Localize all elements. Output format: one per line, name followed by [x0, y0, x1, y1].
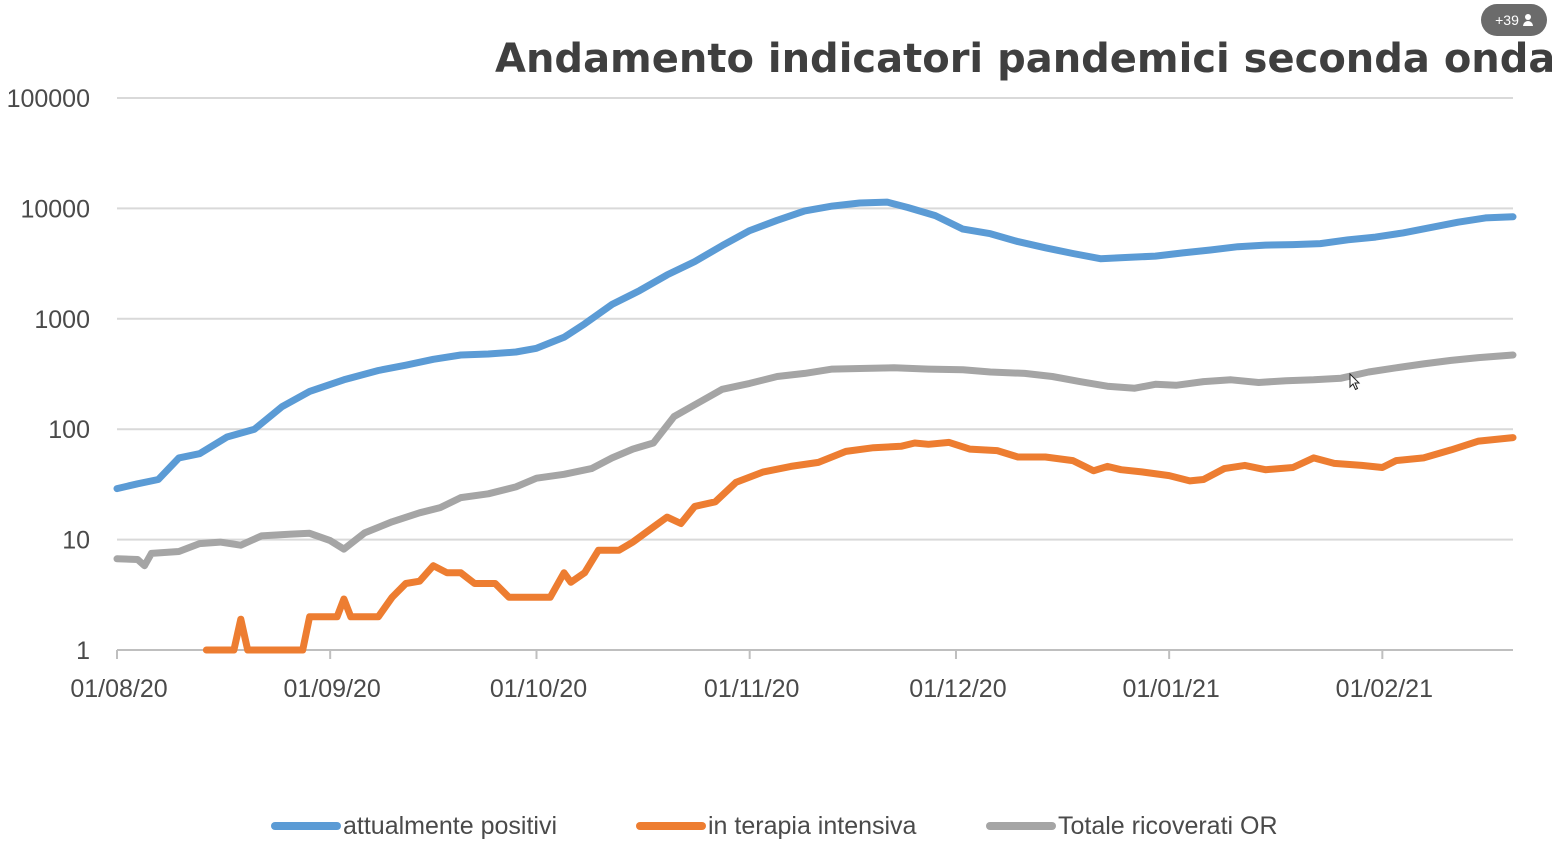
x-tick-label: 01/11/20 [704, 675, 799, 703]
legend-label-1: attualmente positivi [343, 812, 557, 840]
y-axis: 1 10 100 1000 10000 100000 [7, 85, 90, 665]
x-tick-label: 01/08/20 [70, 675, 167, 703]
legend: attualmente positivi in terapia intensiva… [271, 812, 1278, 840]
y-tick-label: 1000 [34, 306, 90, 334]
x-tick-label: 01/01/21 [1122, 675, 1219, 703]
series-lines [113, 198, 1517, 654]
y-tick-label: 1 [76, 637, 90, 665]
series-line-1 [113, 198, 1517, 493]
x-axis: 01/08/20 01/09/20 01/10/20 01/11/20 01/12/20… [70, 649, 1513, 703]
participants-badge[interactable]: +39 [1481, 4, 1547, 36]
y-tick-label: 10000 [20, 195, 90, 223]
y-tick-label: 10 [62, 527, 90, 555]
x-tick-label: 01/02/21 [1336, 675, 1433, 703]
y-tick-label: 100000 [7, 85, 90, 113]
chart-title: Andamento indicatori pandemici seconda o… [495, 36, 1552, 82]
series-line-2 [202, 434, 1517, 654]
series-line-3 [113, 351, 1517, 570]
y-tick-label: 100 [48, 416, 90, 444]
legend-label-3: Totale ricoverati OR [1058, 812, 1278, 840]
person-icon [1522, 14, 1533, 26]
x-tick-label: 01/10/20 [490, 675, 587, 703]
x-tick-label: 01/12/20 [909, 675, 1006, 703]
participants-count: +39 [1495, 12, 1519, 28]
mouse-cursor-icon [1349, 373, 1361, 391]
legend-label-2: in terapia intensiva [708, 812, 917, 840]
x-tick-label: 01/09/20 [284, 675, 381, 703]
grid [117, 97, 1513, 541]
